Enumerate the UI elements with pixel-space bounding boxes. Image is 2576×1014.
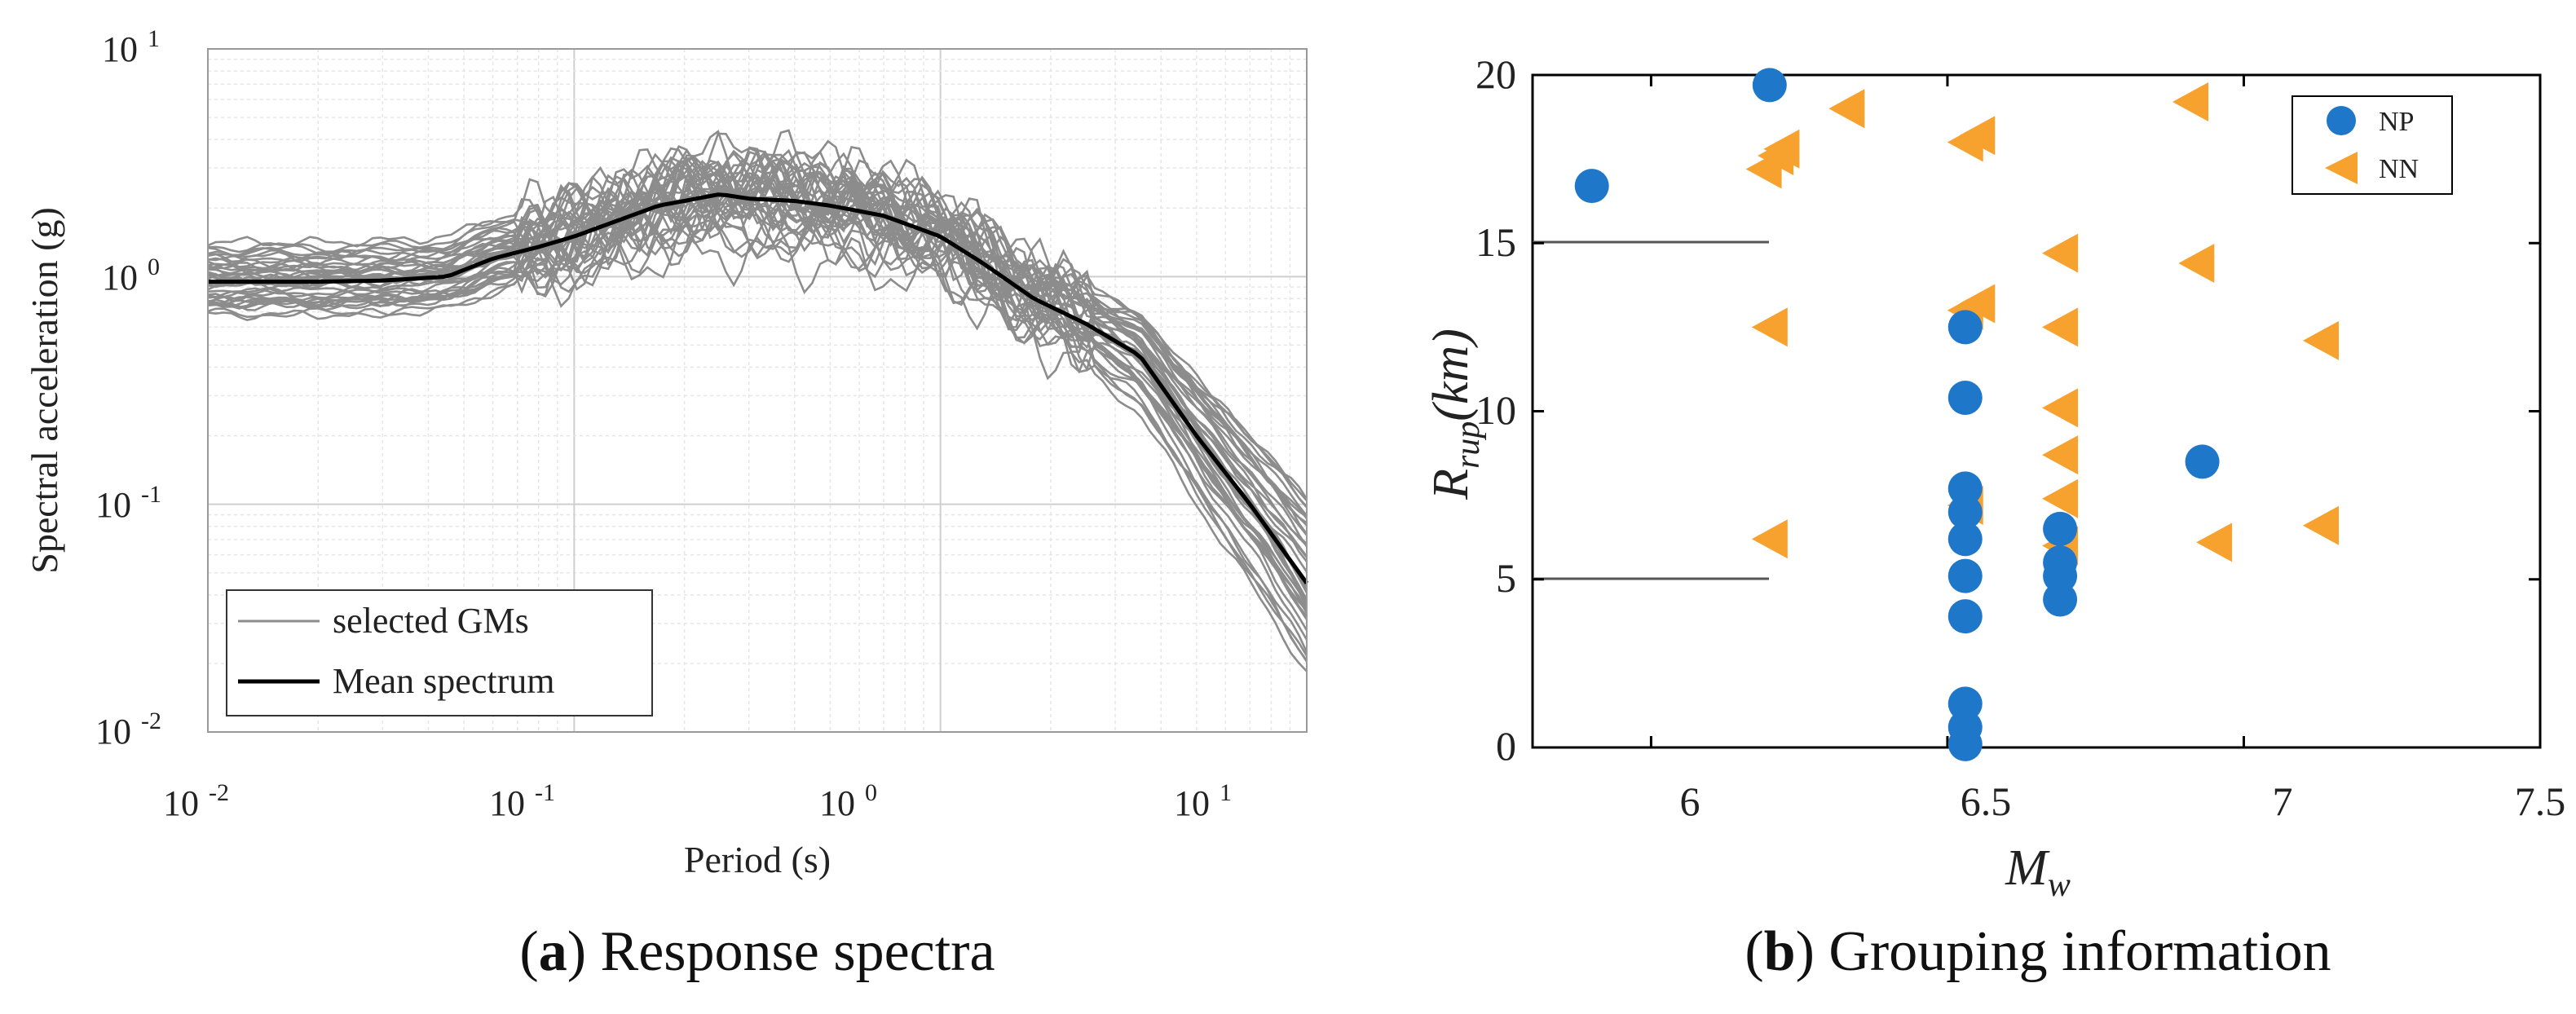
gm-curve bbox=[207, 164, 1308, 509]
a-xtick-m1: 10 -1 bbox=[489, 779, 555, 823]
nn-point bbox=[2302, 320, 2339, 360]
gm-curve bbox=[207, 160, 1308, 536]
np-point bbox=[1947, 558, 1983, 593]
panel-a-x-label: Period (s) bbox=[684, 839, 831, 880]
nn-point bbox=[1751, 519, 1788, 559]
legend-nn-label: NN bbox=[2379, 154, 2419, 184]
b-ytick-10: 10 bbox=[1475, 387, 1516, 433]
b-ytick-0: 0 bbox=[1496, 723, 1516, 769]
gm-curve bbox=[207, 151, 1308, 518]
panel-b-points bbox=[1574, 68, 2339, 761]
b-xtick-7: 7 bbox=[2273, 778, 2293, 824]
b-xtick-7-5: 7.5 bbox=[2515, 778, 2566, 824]
panel-a-y-label: Spectral acceleration (g) bbox=[24, 207, 65, 574]
a-xtick-1: 10 1 bbox=[1174, 779, 1232, 823]
np-point bbox=[1574, 169, 1609, 204]
panel-b-x-label: Mw bbox=[2005, 840, 2071, 904]
mean-spectrum-line bbox=[208, 192, 1309, 584]
panel-a: selected GMs Mean spectrum 10 1 10 0 10 -1 … bbox=[24, 25, 1309, 983]
np-point bbox=[1947, 381, 1983, 415]
a-xtick-m2: 10 -2 bbox=[163, 779, 229, 823]
panel-a-gm-curves bbox=[207, 129, 1308, 672]
nn-point bbox=[1751, 307, 1788, 347]
gm-curve bbox=[207, 149, 1308, 502]
nn-point bbox=[2042, 307, 2079, 347]
np-point bbox=[1947, 310, 1983, 345]
panel-a-caption: (a) Response spectra bbox=[519, 920, 995, 983]
gm-curve bbox=[207, 223, 1308, 672]
legend-nn-marker bbox=[2325, 152, 2358, 184]
panel-b-caption: (b) Grouping information bbox=[1745, 920, 2331, 983]
legend-gm-label: selected GMs bbox=[333, 601, 529, 641]
b-ytick-15: 15 bbox=[1475, 219, 1516, 265]
np-point bbox=[2185, 444, 2220, 479]
panel-a-axes-frame bbox=[207, 48, 1308, 733]
nn-point bbox=[2178, 244, 2215, 283]
nn-point bbox=[1763, 129, 1800, 169]
nn-point bbox=[2042, 233, 2079, 273]
gm-curve bbox=[207, 198, 1308, 612]
np-point bbox=[1947, 686, 1983, 721]
gm-curve bbox=[207, 193, 1308, 573]
np-point bbox=[1947, 726, 1983, 761]
gm-curve bbox=[207, 164, 1308, 589]
nn-point bbox=[2172, 82, 2209, 121]
b-xtick-6-5: 6.5 bbox=[1961, 778, 2012, 824]
a-xtick-0: 10 0 bbox=[819, 779, 877, 823]
gm-curve bbox=[207, 177, 1308, 517]
b-xtick-6: 6 bbox=[1680, 778, 1700, 824]
legend-box bbox=[226, 589, 653, 716]
nn-point bbox=[2196, 522, 2233, 562]
panel-b: 20 15 10 5 0 6 6.5 7 7.5 Mw Rrup(km) NP … bbox=[1423, 51, 2565, 983]
np-point bbox=[1752, 68, 1787, 103]
b-ytick-5: 5 bbox=[1496, 555, 1516, 601]
gm-curve bbox=[207, 145, 1308, 590]
np-point bbox=[1947, 522, 1983, 557]
panel-a-y-ticks: 10 1 10 0 10 -1 10 -2 bbox=[95, 25, 161, 752]
nn-point bbox=[2042, 478, 2079, 518]
a-ytick-m1: 10 -1 bbox=[95, 481, 161, 525]
a-ytick-1: 10 1 bbox=[102, 25, 160, 69]
panel-b-y-ticks: 20 15 10 5 0 bbox=[1475, 51, 1516, 769]
a-ytick-m2: 10 -2 bbox=[95, 708, 161, 752]
np-point bbox=[1947, 495, 1983, 530]
panel-b-tick-marks bbox=[1533, 75, 2540, 747]
b-ytick-20: 20 bbox=[1475, 51, 1516, 97]
panel-b-x-ticks: 6 6.5 7 7.5 bbox=[1680, 778, 2566, 824]
np-point bbox=[1947, 471, 1983, 506]
nn-point bbox=[2042, 435, 2079, 475]
nn-point bbox=[1959, 284, 1996, 324]
panel-a-legend: selected GMs Mean spectrum bbox=[226, 589, 653, 716]
np-point bbox=[2043, 558, 2078, 593]
legend-np-marker bbox=[2327, 106, 2356, 135]
nn-point bbox=[1959, 116, 1996, 156]
panel-b-legend: NP NN bbox=[2291, 95, 2453, 195]
np-point bbox=[1947, 599, 1983, 634]
panel-a-x-ticks: 10 -2 10 -1 10 0 10 1 bbox=[163, 779, 1232, 823]
np-point bbox=[2043, 511, 2078, 546]
nn-point bbox=[1828, 89, 1865, 129]
a-ytick-0: 10 0 bbox=[102, 254, 160, 298]
nn-point bbox=[2302, 505, 2339, 545]
legend-box-b bbox=[2291, 95, 2453, 195]
panel-b-y-label: Rrup(km) bbox=[1423, 328, 1487, 500]
nn-point bbox=[2042, 388, 2079, 428]
legend-np-label: NP bbox=[2379, 107, 2414, 137]
np-point bbox=[2043, 582, 2078, 617]
legend-mean-label: Mean spectrum bbox=[333, 661, 554, 701]
